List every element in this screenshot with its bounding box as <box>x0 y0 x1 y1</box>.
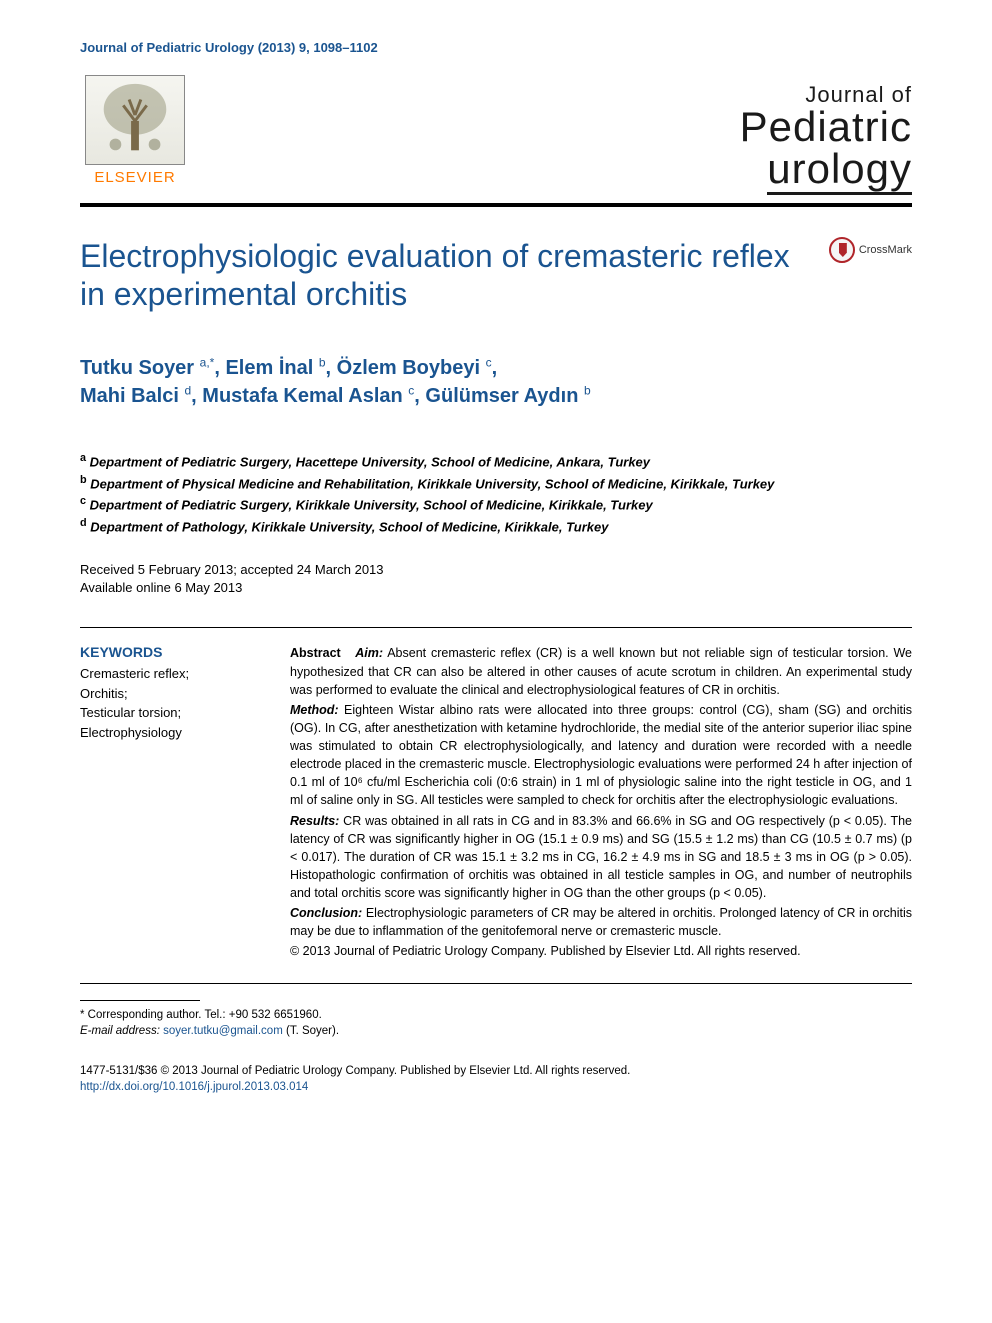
crossmark-label: CrossMark <box>859 244 912 256</box>
author-name: Mustafa Kemal Aslan <box>202 385 402 407</box>
author-affil-marker: c <box>408 383 414 397</box>
article-dates: Received 5 February 2013; accepted 24 Ma… <box>80 561 912 597</box>
doi-link[interactable]: http://dx.doi.org/10.1016/j.jpurol.2013.… <box>80 1079 912 1095</box>
aim-label: Aim: <box>355 646 383 660</box>
abstract-block: KEYWORDS Cremasteric reflex;Orchitis;Tes… <box>80 644 912 962</box>
journal-logo: Journal of Pediatric urology <box>740 84 912 195</box>
abstract-text: Abstract Aim: Absent cremasteric reflex … <box>290 644 912 962</box>
corresponding-author-note: * Corresponding author. Tel.: +90 532 66… <box>80 1007 912 1023</box>
corresponding-email[interactable]: soyer.tutku@gmail.com <box>163 1025 283 1037</box>
method-text: Eighteen Wistar albino rats were allocat… <box>290 703 912 808</box>
journal-logo-line3: urology <box>767 148 912 195</box>
footer-copyright: 1477-5131/$36 © 2013 Journal of Pediatri… <box>80 1063 912 1079</box>
keywords-heading: KEYWORDS <box>80 644 260 660</box>
footnote-rule <box>80 1000 200 1001</box>
elsevier-logo: ELSEVIER <box>80 75 190 195</box>
elsevier-tree-icon <box>85 75 185 165</box>
author-name: Tutku Soyer <box>80 357 194 379</box>
journal-reference: Journal of Pediatric Urology (2013) 9, 1… <box>80 40 912 55</box>
header-row: ELSEVIER Journal of Pediatric urology <box>80 75 912 195</box>
elsevier-wordmark: ELSEVIER <box>94 169 175 186</box>
abstract-copyright: © 2013 Journal of Pediatric Urology Comp… <box>290 942 912 960</box>
conclusion-label: Conclusion: <box>290 906 362 920</box>
crossmark-badge[interactable]: CrossMark <box>829 237 912 263</box>
page-footer: 1477-5131/$36 © 2013 Journal of Pediatri… <box>80 1063 912 1095</box>
crossmark-icon <box>829 237 855 263</box>
author-name: Özlem Boybeyi <box>337 357 480 379</box>
online-date: Available online 6 May 2013 <box>80 579 912 597</box>
author-name: Mahi Balci <box>80 385 179 407</box>
abstract-top-rule <box>80 627 912 628</box>
affiliations: a Department of Pediatric Surgery, Hacet… <box>80 450 912 537</box>
abstract-bottom-rule <box>80 983 912 984</box>
author-affil-marker: b <box>319 355 326 369</box>
conclusion-text: Electrophysiologic parameters of CR may … <box>290 906 912 938</box>
title-row: Electrophysiologic evaluation of cremast… <box>80 237 912 314</box>
abstract-label: Abstract <box>290 646 341 660</box>
author-affil-marker: a,* <box>200 355 215 369</box>
author-affil-marker: b <box>584 383 591 397</box>
affiliation-line: d Department of Pathology, Kirikkale Uni… <box>80 515 912 537</box>
aim-text: Absent cremasteric reflex (CR) is a well… <box>290 646 912 696</box>
author-affil-marker: c <box>486 355 492 369</box>
received-accepted-date: Received 5 February 2013; accepted 24 Ma… <box>80 561 912 579</box>
results-text: CR was obtained in all rats in CG and in… <box>290 814 912 901</box>
method-label: Method: <box>290 703 339 717</box>
keywords-column: KEYWORDS Cremasteric reflex;Orchitis;Tes… <box>80 644 260 962</box>
keywords-list: Cremasteric reflex;Orchitis;Testicular t… <box>80 664 260 742</box>
header-divider <box>80 203 912 207</box>
affiliation-line: a Department of Pediatric Surgery, Hacet… <box>80 450 912 472</box>
article-title: Electrophysiologic evaluation of cremast… <box>80 237 829 314</box>
email-label: E-mail address: <box>80 1025 160 1037</box>
affiliation-line: c Department of Pediatric Surgery, Kirik… <box>80 493 912 515</box>
author-list: Tutku Soyer a,*, Elem İnal b, Özlem Boyb… <box>80 354 912 410</box>
footnotes: * Corresponding author. Tel.: +90 532 66… <box>80 1007 912 1039</box>
author-name: Gülümser Aydın <box>425 385 578 407</box>
author-affil-marker: d <box>184 383 191 397</box>
journal-logo-line2: Pediatric <box>740 106 912 148</box>
affiliation-line: b Department of Physical Medicine and Re… <box>80 472 912 494</box>
author-name: Elem İnal <box>225 357 313 379</box>
results-label: Results: <box>290 814 339 828</box>
email-tail: (T. Soyer). <box>283 1025 339 1037</box>
